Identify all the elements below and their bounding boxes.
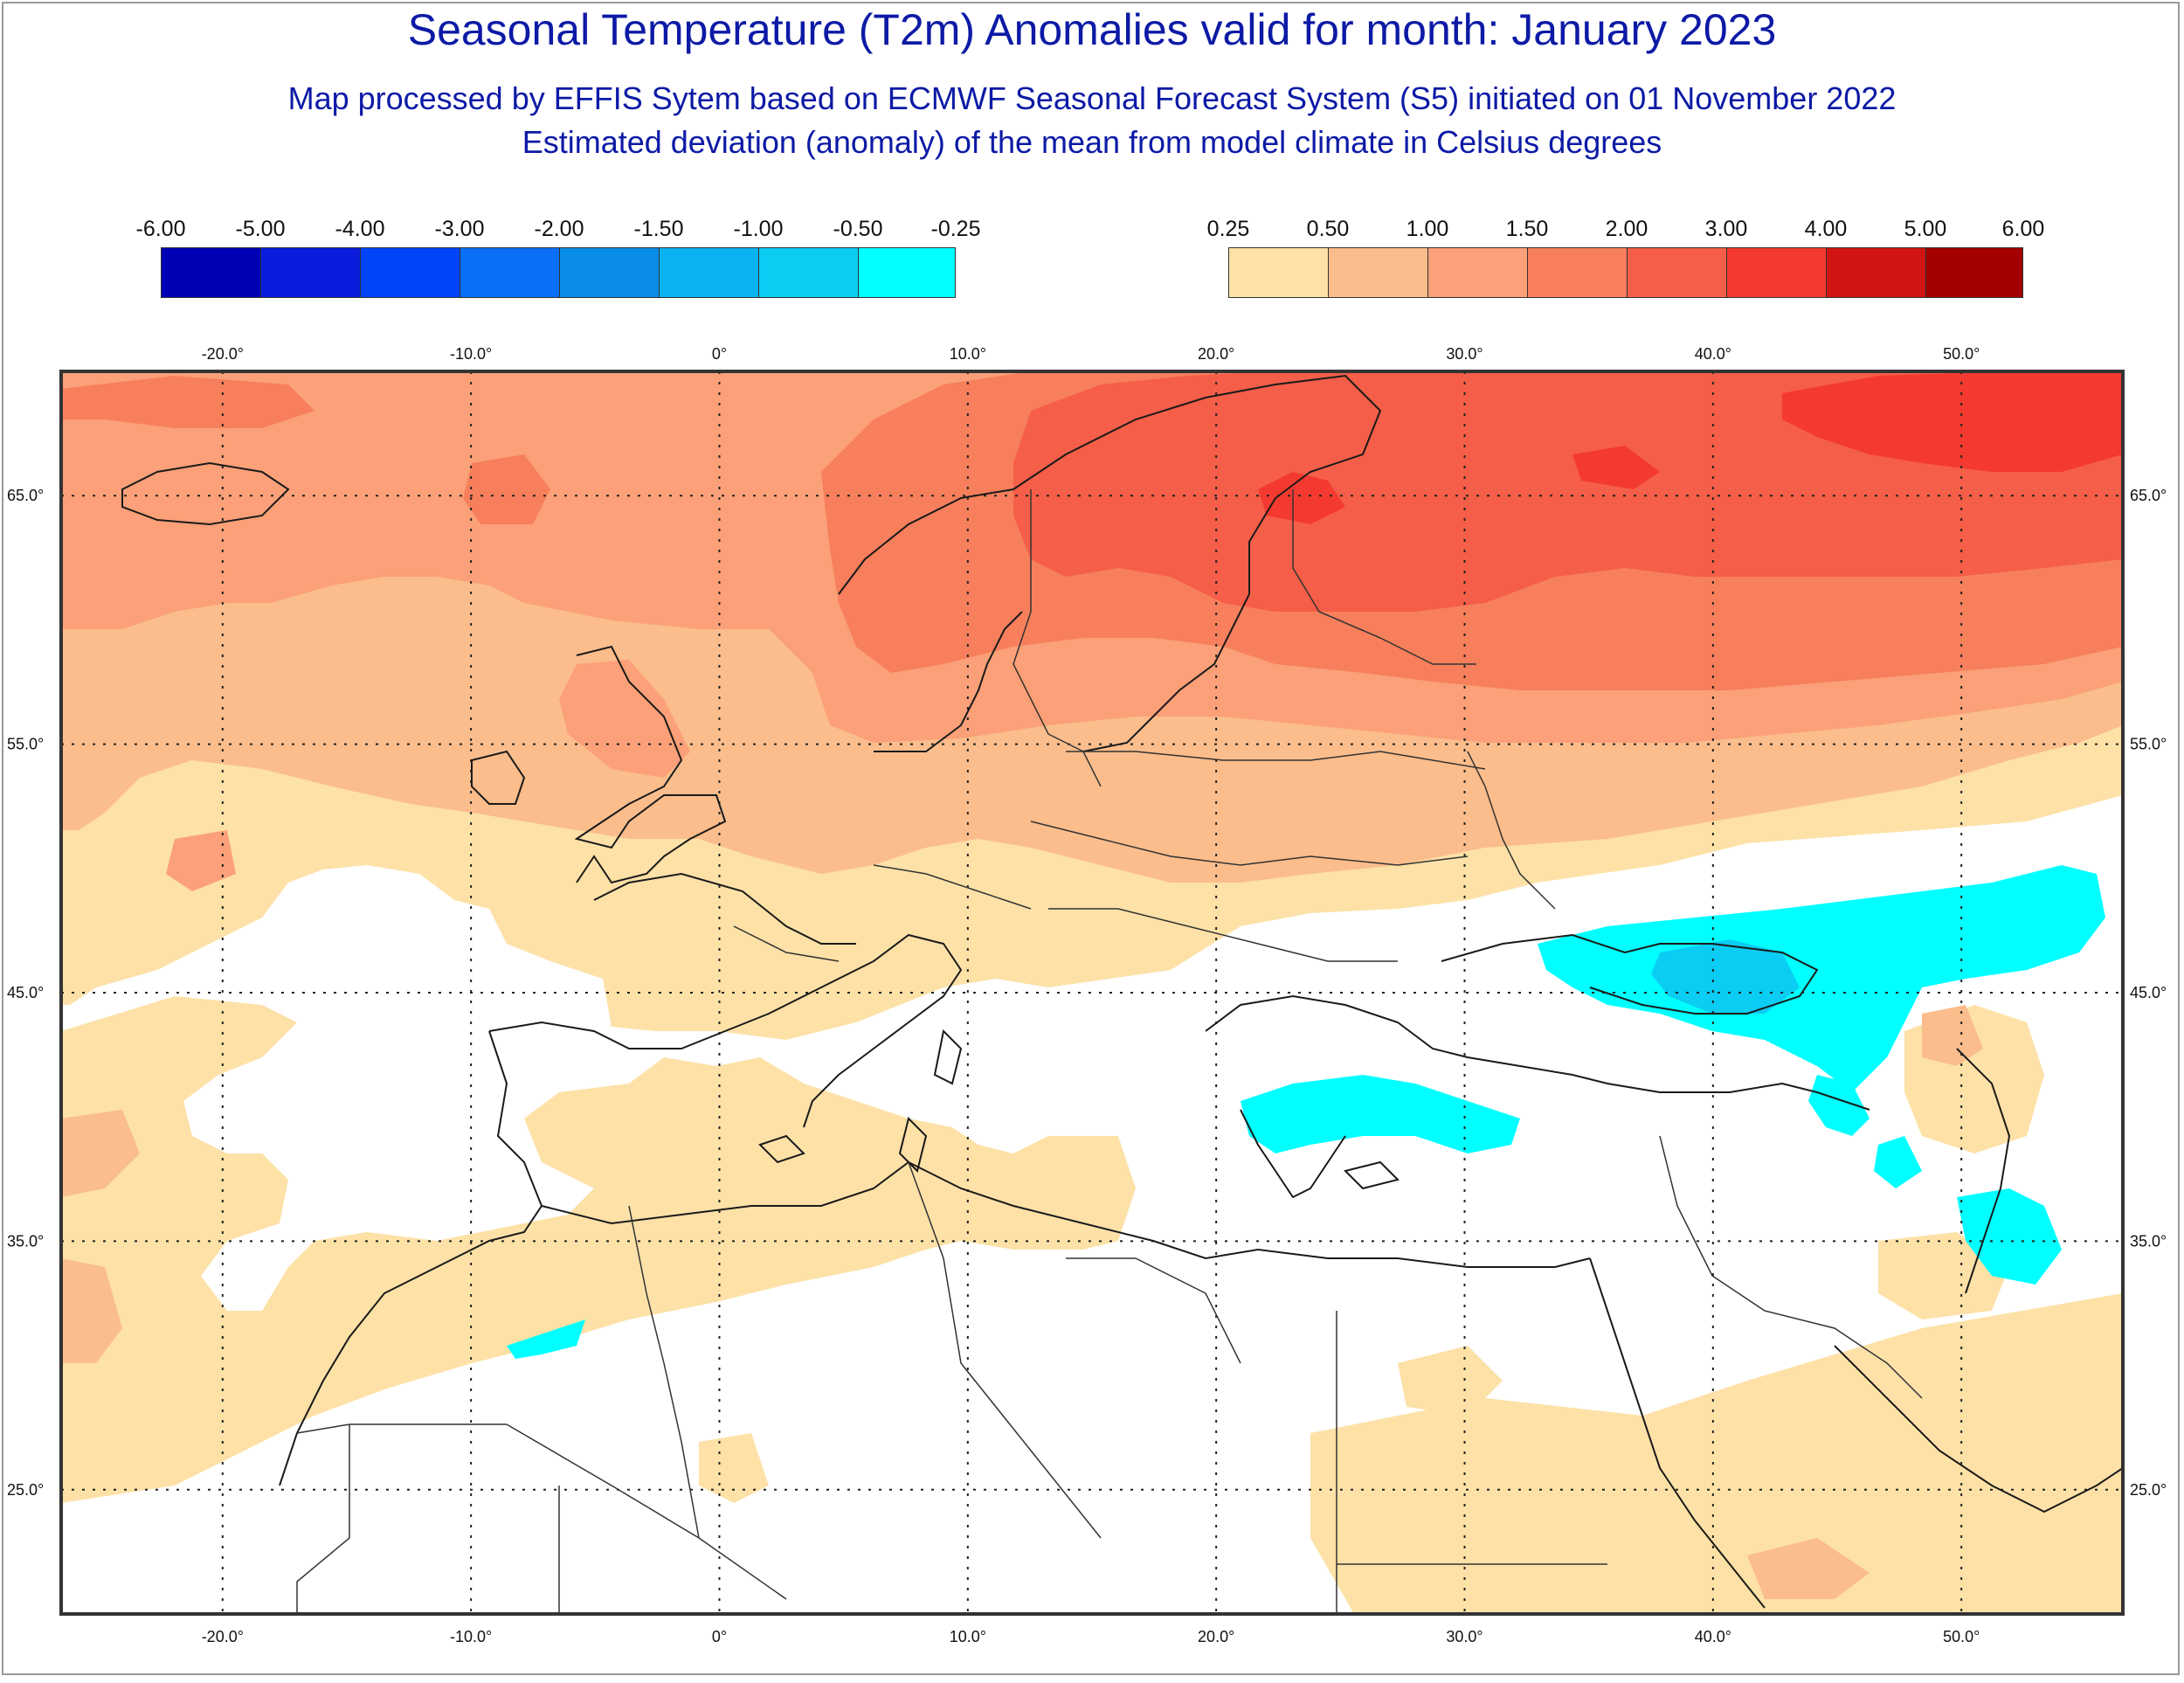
anomaly-region-minus-0.5 [1651, 939, 1800, 1014]
legend-cold-tick: -6.00 [135, 217, 186, 241]
lat-label: 25.0° [2130, 1481, 2167, 1499]
legend-cold-swatch [559, 247, 660, 298]
map-subtitle-source: Map processed by EFFIS Sytem based on EC… [287, 80, 1897, 116]
lon-label: -20.0° [202, 1628, 244, 1645]
legend-cold-swatch [360, 247, 460, 298]
legend-warm-tick: 4.00 [1804, 217, 1848, 241]
graticule [61, 371, 2123, 1614]
anomaly-region-minus-0.25 [507, 1319, 585, 1359]
anomaly-region-0.5 [1747, 1538, 1870, 1599]
legend-cold-swatch [758, 247, 859, 298]
lat-label: 65.0° [7, 487, 44, 504]
anomaly-fields [61, 371, 2123, 1614]
lat-labels-left: 65.0° 55.0° 45.0° 35.0° 25.0° [7, 487, 44, 1499]
legend-cold-tick: -1.00 [733, 217, 784, 241]
legend-warm-swatch [1925, 247, 2023, 298]
lat-label: 35.0° [2130, 1232, 2167, 1250]
legend-warm-swatch [1228, 247, 1329, 298]
anomaly-region-minus-0.25 [1957, 1188, 2062, 1285]
lon-label: -20.0° [202, 345, 244, 363]
legend-cold-tick: -0.50 [833, 217, 883, 241]
anomaly-region-0.5 [61, 1258, 122, 1363]
anomaly-region-minus-0.25 [1538, 865, 2105, 1092]
lat-label: 25.0° [7, 1481, 44, 1499]
anomaly-region-0.25 [699, 1433, 769, 1503]
anomaly-region-0.25 [1310, 1293, 2123, 1614]
map-border [59, 370, 2125, 1616]
anomaly-region-0.25 [1398, 1346, 1503, 1416]
lat-label: 55.0° [2130, 736, 2167, 753]
lat-label: 65.0° [2130, 487, 2167, 504]
legend-warm-swatch [1726, 247, 1827, 298]
lon-label: 10.0° [950, 345, 986, 363]
lat-label: 35.0° [7, 1232, 44, 1250]
lon-label: 0° [712, 345, 727, 363]
lon-labels-top: -20.0° -10.0° 0° 10.0° 20.0° 30.0° 40.0° 50.0° [202, 345, 1980, 363]
lon-label: 30.0° [1446, 1628, 1482, 1645]
legend-warm-swatch [1826, 247, 1926, 298]
lon-label: 20.0° [1198, 345, 1234, 363]
lon-label: 50.0° [1943, 345, 1980, 363]
legend-cold-swatch [460, 247, 560, 298]
lon-label: -10.0° [450, 1628, 492, 1645]
lat-labels-right: 65.0° 55.0° 45.0° 35.0° 25.0° [2130, 487, 2167, 1499]
anomaly-region-1.5 [61, 376, 314, 428]
anomaly-region-minus-0.25 [1874, 1136, 1922, 1188]
lon-label: 50.0° [1943, 1628, 1980, 1645]
coastlines [121, 374, 2123, 1609]
lat-label: 45.0° [7, 984, 44, 1001]
anomaly-region-3.0 [1782, 371, 2123, 472]
legend-warm-tick: 1.00 [1406, 217, 1449, 241]
legend-cold-swatch [659, 247, 759, 298]
legend-warm-tick: 3.00 [1704, 217, 1748, 241]
lon-label: 10.0° [950, 1628, 986, 1645]
anomaly-region-minus-0.25 [1241, 1075, 1520, 1153]
lat-label: 55.0° [7, 736, 44, 753]
anomaly-region-1.0 [559, 660, 690, 778]
legend-warm-tick: 5.00 [1904, 217, 1947, 241]
legend-cold-tick: -2.00 [534, 217, 584, 241]
lat-label: 45.0° [2130, 984, 2167, 1001]
anomaly-region-0.5 [61, 1110, 140, 1197]
anomaly-region-3.0 [1572, 446, 1660, 489]
lon-label: -10.0° [450, 345, 492, 363]
anomaly-region-1.5 [463, 454, 550, 524]
lon-label: 0° [712, 1628, 727, 1645]
map-title: Seasonal Temperature (T2m) Anomalies val… [407, 5, 1777, 54]
anomaly-region-minus-0.25 [1808, 1075, 1870, 1136]
anomaly-region-1.0 [166, 830, 236, 891]
legend-warm-tick: 1.50 [1505, 217, 1549, 241]
anomaly-region-0.25 [61, 996, 1136, 1503]
legend-cold-tick: -4.00 [335, 217, 385, 241]
lon-label: 30.0° [1446, 345, 1482, 363]
legend-cold-tick: -5.00 [235, 217, 286, 241]
legend-warm-tick: 6.00 [2001, 217, 2045, 241]
legend-cold-tick: -0.25 [930, 217, 981, 241]
map-subtitle-units: Estimated deviation (anomaly) of the mea… [522, 124, 1662, 160]
anomaly-region-0.5 [1922, 1005, 1983, 1066]
lon-labels-bottom: -20.0° -10.0° 0° 10.0° 20.0° 30.0° 40.0° 50.0° [202, 1628, 1980, 1645]
lon-label: 20.0° [1198, 1628, 1234, 1645]
legend-cold-swatch [858, 247, 956, 298]
legend-cold-tick: -3.00 [434, 217, 485, 241]
lon-label: 40.0° [1695, 1628, 1731, 1645]
legend-warm-swatch [1627, 247, 1727, 298]
anomaly-region-3.0 [1258, 472, 1345, 524]
legend-warm-swatch [1527, 247, 1628, 298]
legend-warm-tick: 0.50 [1306, 217, 1350, 241]
legend-warm-tick: 0.25 [1206, 217, 1250, 241]
legend-warm-tick: 2.00 [1605, 217, 1648, 241]
country-borders [296, 489, 1923, 1614]
legend-cold-tick: -1.50 [633, 217, 684, 241]
lon-label: 40.0° [1695, 345, 1731, 363]
legend-warm-swatch [1328, 247, 1428, 298]
